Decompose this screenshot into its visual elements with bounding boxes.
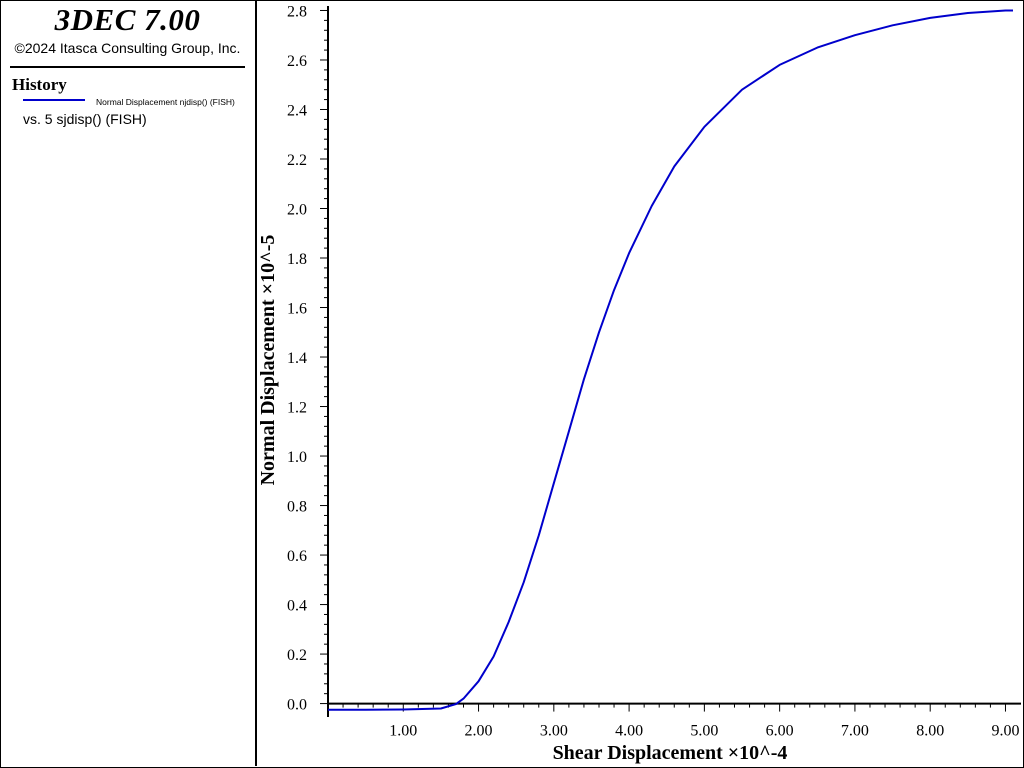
history-heading: History — [12, 75, 67, 94]
y-tick-label: 1.0 — [287, 449, 307, 466]
x-tick-labels: 1.00 2.00 3.00 4.00 5.00 6.00 7.00 8.00 9.00 — [389, 723, 1019, 740]
y-tick-label: 2.2 — [287, 152, 307, 169]
x-tick-label: 7.00 — [841, 723, 869, 740]
x-tick-label: 4.00 — [615, 723, 643, 740]
x-tick-label: 9.00 — [991, 723, 1019, 740]
x-tick-label: 6.00 — [766, 723, 794, 740]
y-tick-label: 2.0 — [287, 202, 307, 219]
app-title: 3DEC 7.00 — [54, 2, 201, 37]
y-tick-labels: 0.0 0.2 0.4 0.6 0.8 1.0 1.2 1.4 1.6 1.8 2.0 2.2 2.4 2… — [287, 3, 307, 713]
legend-series-label: Normal Displacement njdisp() (FISH) — [96, 97, 235, 107]
legend-panel: 3DEC 7.00 ©2024 Itasca Consulting Group,… — [0, 0, 257, 766]
x-tick-label: 3.00 — [540, 723, 568, 740]
y-tick-label: 1.4 — [287, 350, 307, 367]
y-tick-label: 1.2 — [287, 400, 307, 417]
y-tick-label: 0.6 — [287, 548, 307, 565]
y-tick-label: 2.4 — [287, 102, 307, 119]
x-tick-label: 5.00 — [690, 723, 718, 740]
y-tick-label: 1.8 — [287, 251, 307, 268]
series-layer — [328, 9, 1013, 711]
tick-marks — [320, 9, 1006, 712]
plot-axes — [327, 6, 1021, 717]
y-tick-label: 0.2 — [287, 647, 307, 664]
y-axis-title: Normal Displacement ×10^-5 — [257, 235, 279, 486]
x-tick-label: 1.00 — [389, 723, 417, 740]
x-axis-title: Shear Displacement ×10^-4 — [553, 742, 788, 764]
title-divider — [10, 66, 245, 68]
y-tick-label: 0.4 — [287, 598, 307, 615]
copyright-notice: ©2024 Itasca Consulting Group, Inc. — [14, 40, 241, 56]
y-tick-label: 0.8 — [287, 499, 307, 516]
y-tick-label: 2.8 — [287, 3, 307, 20]
y-tick-label: 0.0 — [287, 697, 307, 714]
x-tick-label: 8.00 — [916, 723, 944, 740]
x-tick-label: 2.00 — [465, 723, 493, 740]
legend-versus-label: vs. 5 sjdisp() (FISH) — [23, 111, 147, 127]
legend-series-swatch — [23, 99, 85, 101]
y-tick-label: 2.6 — [287, 53, 307, 70]
series-line — [328, 9, 1013, 711]
y-tick-label: 1.6 — [287, 301, 307, 318]
